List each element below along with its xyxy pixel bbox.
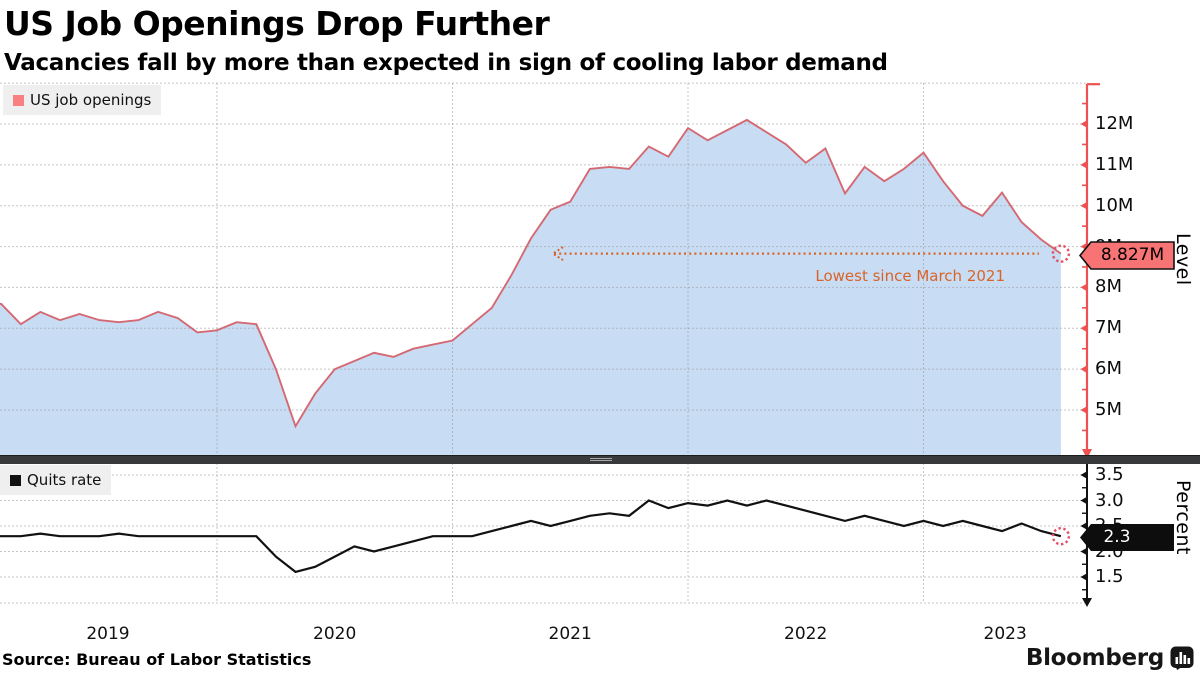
quits-rate-line [0,499,1062,574]
axis-tick-label: 11M [1095,153,1134,175]
axis-tick-label: 1.5 [1095,566,1124,587]
job-openings-line [0,118,1062,429]
year-tick-label: 2019 [86,624,130,644]
axis-tick-label: 7M [1095,317,1122,339]
axis-tick-label: 3.0 [1095,489,1124,511]
percent-axis-title: Percent [1172,480,1194,555]
page-title: US Job Openings Drop Further [4,4,550,43]
year-tick-label: 2022 [784,624,828,644]
annotation-lowest-since: Lowest since March 2021 [815,267,1005,285]
last-value-badge-percent: 2.3 [1103,527,1131,547]
year-tick-label: 2023 [983,624,1027,644]
job-openings-area [0,119,1061,455]
source-credit: Source: Bureau of Labor Statistics [2,650,312,669]
year-tick-label: 2020 [313,624,357,644]
axis-tick-label: 10M [1095,194,1134,216]
year-tick-label: 2021 [548,624,592,644]
bloomberg-icon [1170,646,1194,670]
axis-tick-label: 8M [1095,276,1122,298]
axis-tick-label: 5M [1095,398,1122,420]
bloomberg-wordmark: Bloomberg [1025,645,1164,671]
panel-divider-handle[interactable] [590,457,612,462]
legend-quits-rate: Quits rate [0,465,112,495]
job-openings-swatch-icon [13,94,24,106]
panel-divider [0,455,1200,464]
level-badge-shape [1078,241,1175,270]
axis-tick-label: 3.5 [1095,464,1124,485]
quits-rate-endpoint-marker [1051,527,1071,546]
axis-tick-label: 12M [1095,113,1134,134]
legend-label: US job openings [30,91,152,109]
level-axis-title: Level [1172,233,1194,286]
axis-tick-label: 6M [1095,358,1122,380]
quits-rate-swatch-icon [10,474,21,486]
legend-job-openings: US job openings [3,85,162,115]
page-subtitle: Vacancies fall by more than expected in … [4,50,888,76]
last-value-badge-level: 8.827M [1100,245,1165,265]
percent-badge-shape [1080,524,1174,551]
bloomberg-logo: Bloomberg [1026,645,1194,671]
legend-label: Quits rate [27,471,102,489]
